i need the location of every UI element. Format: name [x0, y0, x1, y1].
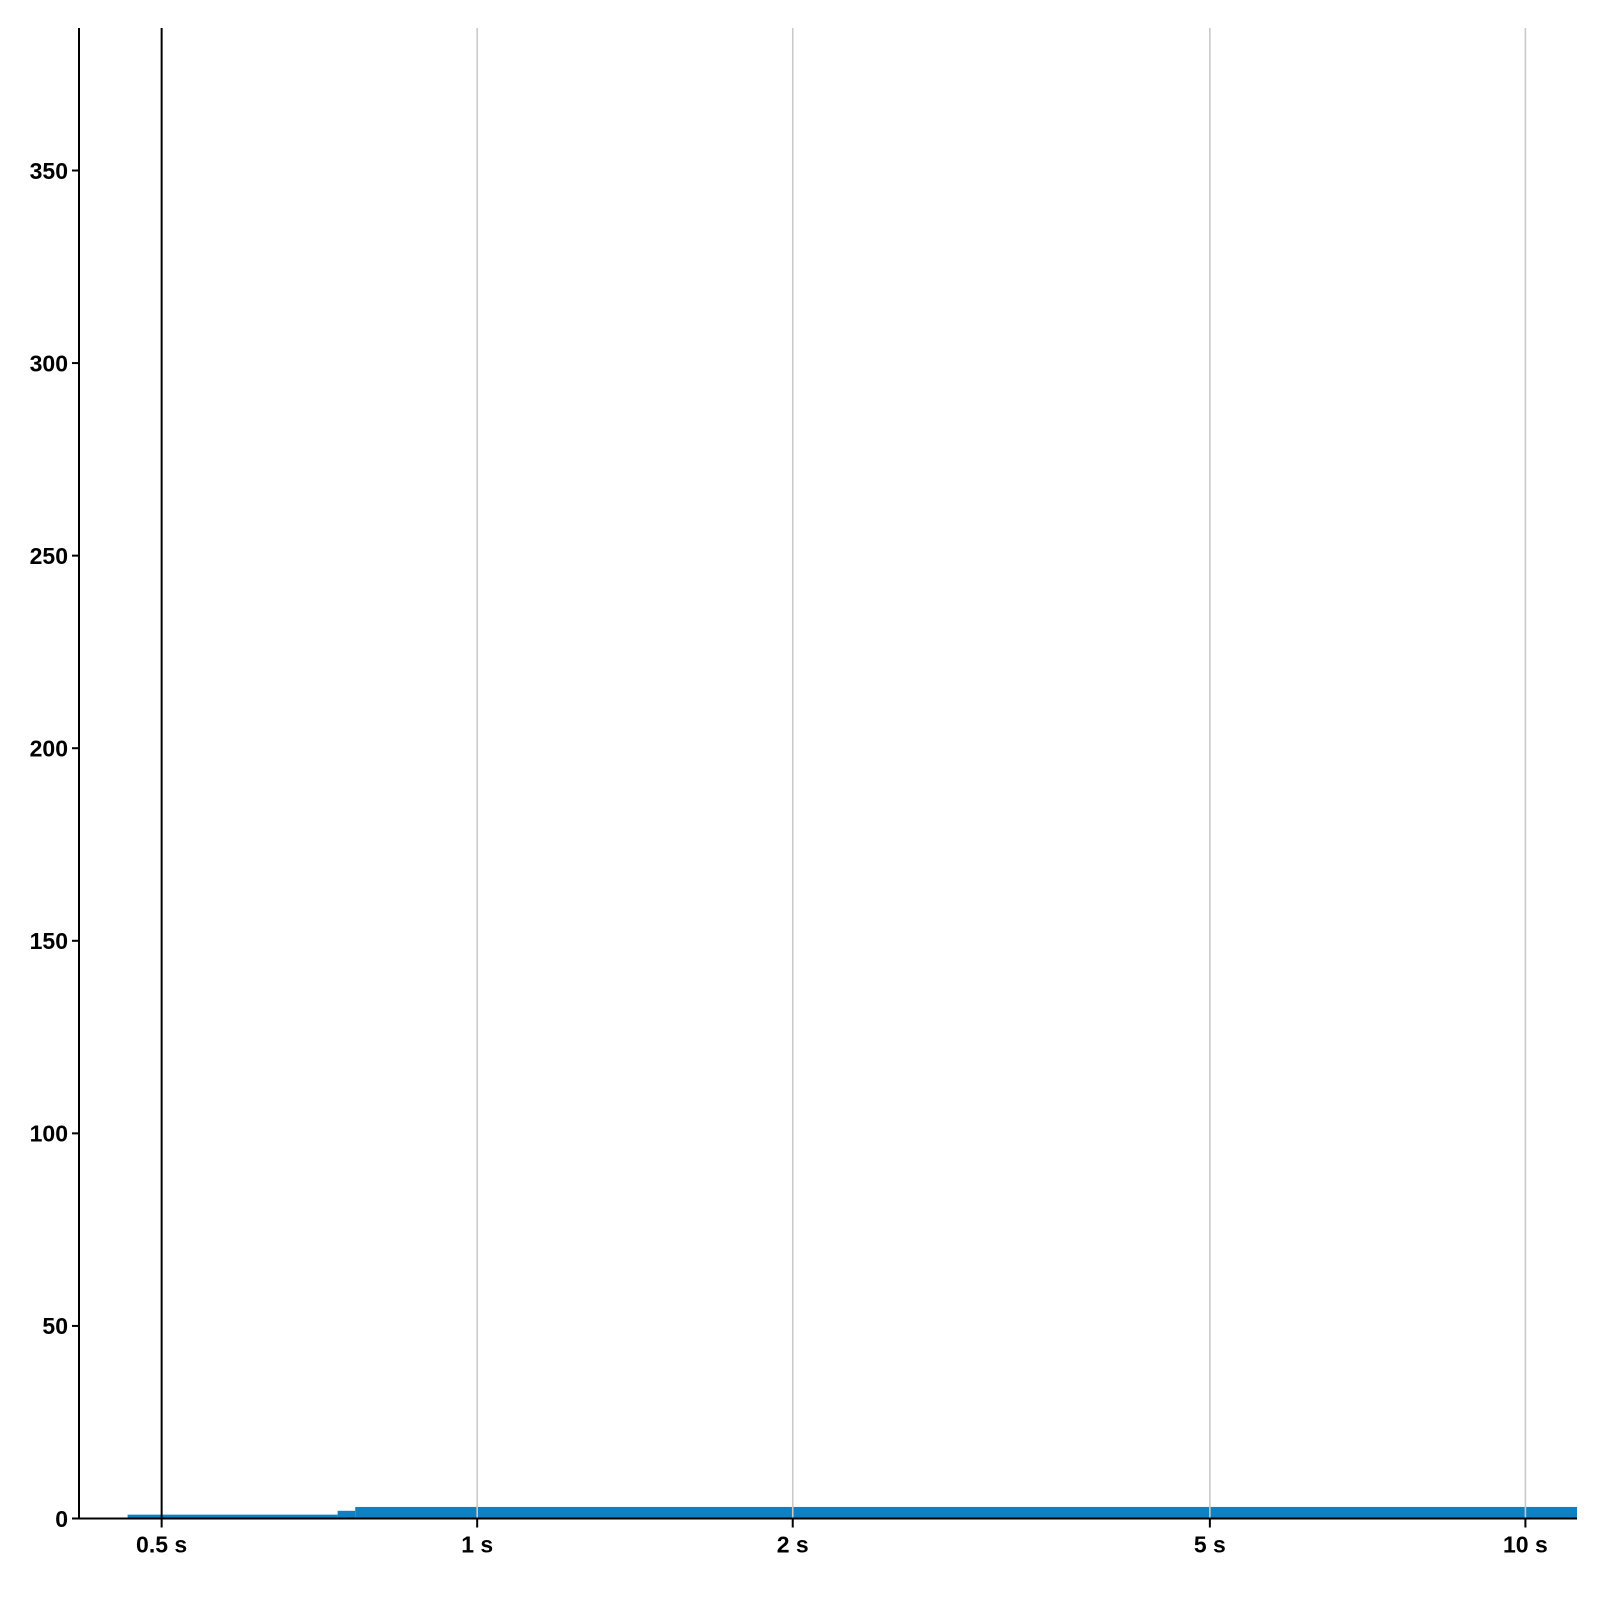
x-tick-label: 1 s [461, 1532, 493, 1558]
x-tick-label: 5 s [1194, 1532, 1226, 1558]
y-tick-label: 250 [30, 543, 68, 569]
y-tick-label: 200 [30, 735, 68, 761]
histogram-bar-segment [355, 1506, 1577, 1519]
y-tick-label: 300 [30, 350, 68, 376]
y-tick-label: 50 [42, 1313, 68, 1339]
histogram-bar-segment [337, 1510, 356, 1519]
y-tick-label: 350 [30, 158, 68, 184]
y-tick-label: 150 [30, 928, 68, 954]
histogram-bar-segment [127, 1514, 338, 1519]
y-tick-label: 0 [55, 1506, 68, 1532]
x-tick-label: 2 s [777, 1532, 809, 1558]
x-tick-label: 0.5 s [136, 1532, 187, 1558]
x-tick-label: 10 s [1503, 1532, 1548, 1558]
y-tick-label: 100 [30, 1121, 68, 1147]
